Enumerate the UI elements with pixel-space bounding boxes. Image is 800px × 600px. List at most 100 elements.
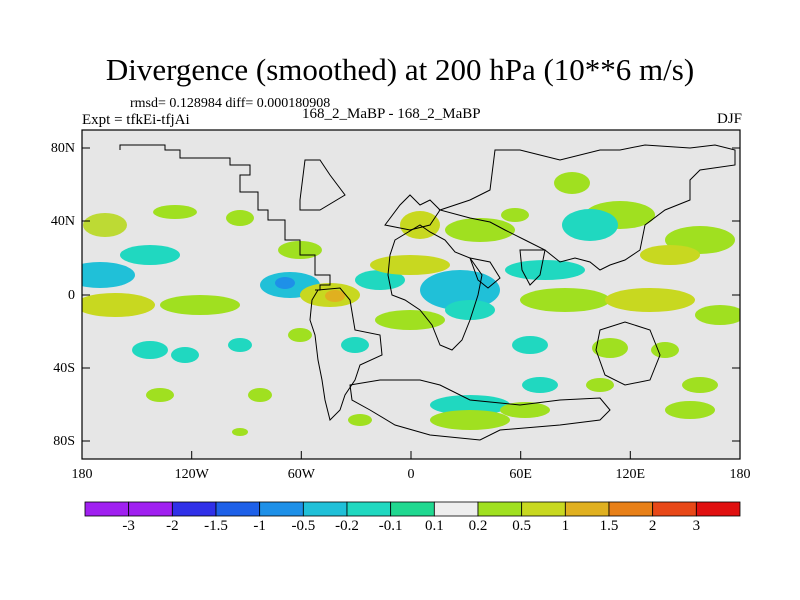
lon-label-180e: 180: [729, 467, 751, 482]
field-blob: [120, 245, 180, 265]
field-blob: [232, 428, 248, 436]
field-blob: [500, 402, 550, 418]
colorbar-label: 3: [692, 518, 701, 534]
coastline-asia: [438, 144, 736, 271]
colorbar-label: 1: [561, 518, 570, 534]
colorbar-label: -0.5: [291, 518, 316, 534]
coastline-europe: [384, 194, 441, 231]
coastline-north-america: [119, 144, 331, 291]
coastlines: [119, 144, 736, 441]
lat-label-80s: 80S: [53, 434, 75, 449]
colorbar-box: [652, 501, 697, 517]
colorbar-box: [608, 501, 654, 517]
colorbar-label: -1.5: [204, 518, 228, 534]
colorbar-label: 2: [648, 518, 657, 534]
lon-label-60w: 60W: [287, 467, 315, 482]
plot-title: Divergence (smoothed) at 200 hPa (10**6 …: [105, 52, 695, 87]
coastline-india: [519, 249, 546, 286]
colorbar-box: [695, 501, 741, 517]
field-blob: [288, 328, 312, 342]
lon-label-180w: 180: [71, 467, 93, 482]
field-blob: [592, 338, 628, 358]
field-blob: [505, 260, 585, 280]
field-blob: [522, 377, 558, 393]
coastline-africa: [387, 224, 483, 351]
field-blob: [445, 218, 515, 242]
field-blob: [325, 290, 345, 302]
field-blob: [153, 205, 197, 219]
field-blob: [348, 414, 372, 426]
coastline-antarctica: [349, 379, 611, 441]
colorbar-label: -0.1: [378, 518, 403, 534]
field-blob: [605, 288, 695, 312]
field-blob: [665, 401, 715, 419]
colorbar: [84, 501, 741, 517]
colorbar-box: [128, 501, 173, 517]
lat-label-40n: 40N: [50, 214, 75, 229]
lat-label-40s: 40S: [53, 361, 75, 376]
field-blob: [512, 336, 548, 354]
colorbar-box: [84, 501, 130, 517]
colorbar-label: 0.2: [468, 518, 488, 534]
field-blob: [554, 172, 590, 194]
field-blob: [520, 288, 610, 312]
coastline-arabia: [469, 257, 501, 289]
colorbar-box: [433, 501, 479, 517]
experiment-label: Expt = tfkEi-tfjAi: [82, 112, 190, 128]
field-blob: [82, 293, 155, 317]
coastline-australia: [595, 321, 661, 386]
stats-line: rmsd= 0.128984 diff= 0.000180908: [130, 96, 331, 111]
field-blob: [586, 378, 614, 392]
field-blob: [355, 270, 405, 290]
colorbar-box: [215, 501, 261, 517]
field-blob: [248, 388, 272, 402]
colorbar-box: [390, 501, 435, 517]
lon-label-120e: 120E: [615, 467, 646, 482]
field-blob: [651, 342, 679, 358]
colorbar-box: [477, 501, 523, 517]
lat-label-0: 0: [68, 288, 75, 303]
field-blob: [430, 410, 510, 430]
colorbar-label: 0.5: [512, 518, 532, 534]
colorbar-label: 1.5: [599, 518, 619, 534]
lon-label-0: 0: [407, 467, 415, 482]
field-blob: [160, 295, 240, 315]
field-blob: [132, 341, 168, 359]
field-blob: [275, 277, 295, 289]
field-blob: [226, 210, 254, 226]
field-blob: [501, 208, 529, 222]
colorbar-box: [564, 501, 610, 517]
field-blob: [370, 255, 450, 275]
divergence-field: [82, 172, 740, 436]
field-blob: [82, 262, 135, 288]
colorbar-box: [259, 501, 304, 517]
field-blob: [682, 377, 718, 393]
field-blob: [562, 209, 618, 241]
lon-label-60e: 60E: [509, 467, 532, 482]
field-blob: [445, 300, 495, 320]
field-blob: [83, 213, 127, 237]
field-blob: [695, 305, 740, 325]
field-blob: [146, 388, 174, 402]
season-label: DJF: [716, 111, 742, 127]
colorbar-box: [302, 501, 348, 517]
coastline-greenland: [299, 159, 346, 211]
field-blob: [640, 245, 700, 265]
colorbar-label: -2: [166, 518, 179, 534]
coastline-south-america: [309, 287, 383, 421]
colorbar-label: 0.1: [424, 518, 444, 534]
colorbar-label: -0.2: [335, 518, 359, 534]
lon-label-120w: 120W: [174, 467, 209, 482]
field-blob: [420, 270, 500, 310]
axis-ticks: [81, 147, 741, 459]
colorbar-box: [521, 501, 566, 517]
field-blob: [430, 395, 510, 415]
colorbar-box: [346, 501, 392, 517]
runs-label: 168_2_MaBP - 168_2_MaBP: [302, 106, 481, 122]
lat-label-80n: 80N: [50, 141, 75, 156]
field-blob: [171, 347, 199, 363]
colorbar-box: [171, 501, 217, 517]
colorbar-label: -3: [122, 518, 135, 534]
colorbar-label: -1: [253, 518, 266, 534]
